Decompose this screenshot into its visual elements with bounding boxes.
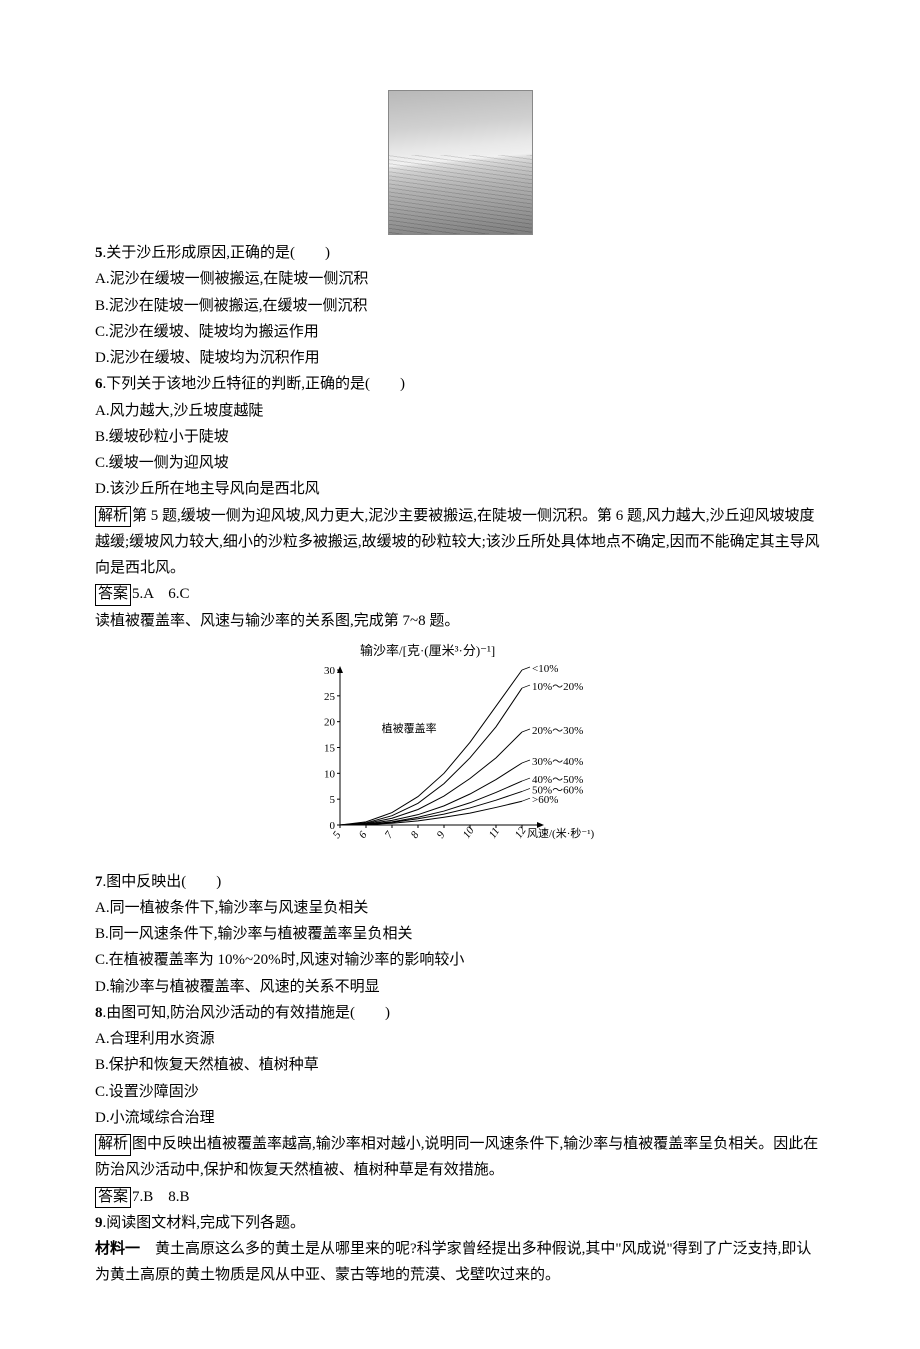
svg-text:20: 20 [324, 716, 336, 728]
exp56: 解析第 5 题,缓坡一侧为迎风坡,风力更大,泥沙主要被搬运,在陡坡一侧沉积。第 … [95, 503, 825, 582]
svg-text:10%～20%: 10%～20% [532, 681, 583, 693]
q7-opt-d: D.输沙率与植被覆盖率、风速的关系不明显 [95, 974, 825, 1000]
q8-stem: 8.由图可知,防治风沙活动的有效措施是( ) [95, 1000, 825, 1026]
svg-text:植被覆盖率: 植被覆盖率 [382, 721, 437, 735]
q6-opt-d: D.该沙丘所在地主导风向是西北风 [95, 476, 825, 502]
q5-stem: 5.关于沙丘形成原因,正确的是( ) [95, 240, 825, 266]
mat1-label: 材料一 [95, 1241, 140, 1257]
ans56-label: 答案 [95, 584, 131, 606]
q5-opt-c: C.泥沙在缓坡、陡坡均为搬运作用 [95, 319, 825, 345]
mat1-text: 黄土高原这么多的黄土是从哪里来的呢?科学家曾经提出多种假说,其中"风成说"得到了… [95, 1241, 811, 1283]
q9-num: 9 [95, 1215, 103, 1231]
svg-text:>60%: >60% [532, 794, 558, 806]
material1: 材料一 黄土高原这么多的黄土是从哪里来的呢?科学家曾经提出多种假说,其中"风成说… [95, 1236, 825, 1289]
exp78: 解析图中反映出植被覆盖率越高,输沙率相对越小,说明同一风速条件下,输沙率与植被覆… [95, 1131, 825, 1184]
svg-text:30: 30 [324, 665, 336, 677]
q5-opt-a: A.泥沙在缓坡一侧被搬运,在陡坡一侧沉积 [95, 266, 825, 292]
chart-y-label: 输沙率/[克·(厘米³·分)⁻¹] [360, 640, 625, 663]
q7-num: 7 [95, 874, 103, 890]
svg-text:15: 15 [324, 742, 336, 754]
q5-opt-d: D.泥沙在缓坡、陡坡均为沉积作用 [95, 345, 825, 371]
ans56-text: 5.A 6.C [132, 586, 190, 602]
svg-text:8: 8 [409, 828, 422, 840]
q8-opt-b: B.保护和恢复天然植被、植树种草 [95, 1052, 825, 1078]
exp78-text: 图中反映出植被覆盖率越高,输沙率相对越小,说明同一风速条件下,输沙率与植被覆盖率… [95, 1136, 818, 1178]
q6-stem: 6.下列关于该地沙丘特征的判断,正确的是( ) [95, 371, 825, 397]
q6-opt-a: A.风力越大,沙丘坡度越陡 [95, 398, 825, 424]
q8-opt-a: A.合理利用水资源 [95, 1026, 825, 1052]
q5-stem-text: .关于沙丘形成原因,正确的是( ) [103, 245, 331, 261]
svg-text:风速/(米·秒⁻¹): 风速/(米·秒⁻¹) [527, 826, 594, 840]
q6-opt-b: B.缓坡砂粒小于陡坡 [95, 424, 825, 450]
svg-text:5: 5 [331, 828, 344, 840]
svg-text:11: 11 [487, 825, 503, 840]
q9-stem-text: .阅读图文材料,完成下列各题。 [103, 1215, 306, 1231]
exp56-text: 第 5 题,缓坡一侧为迎风坡,风力更大,泥沙主要被搬运,在陡坡一侧沉积。第 6 … [95, 508, 820, 577]
q6-stem-text: .下列关于该地沙丘特征的判断,正确的是( ) [103, 376, 406, 392]
ans78: 答案7.B 8.B [95, 1184, 825, 1210]
svg-text:7: 7 [383, 828, 396, 840]
svg-text:9: 9 [435, 828, 448, 840]
svg-text:<10%: <10% [532, 665, 558, 675]
q6-num: 6 [95, 376, 103, 392]
svg-text:6: 6 [357, 828, 370, 840]
svg-text:30%～40%: 30%～40% [532, 756, 583, 768]
q8-opt-d: D.小流域综合治理 [95, 1105, 825, 1131]
sand-chart: 05101520253056789101112风速/(米·秒⁻¹)植被覆盖率<1… [295, 665, 625, 865]
exp78-label: 解析 [95, 1134, 131, 1156]
q6-opt-c: C.缓坡一侧为迎风坡 [95, 450, 825, 476]
q8-opt-c: C.设置沙障固沙 [95, 1079, 825, 1105]
q9-stem: 9.阅读图文材料,完成下列各题。 [95, 1210, 825, 1236]
q8-stem-text: .由图可知,防治风沙活动的有效措施是( ) [103, 1005, 391, 1021]
q5-opt-b: B.泥沙在陡坡一侧被搬运,在缓坡一侧沉积 [95, 293, 825, 319]
svg-text:10: 10 [324, 768, 336, 780]
q7-opt-b: B.同一风速条件下,输沙率与植被覆盖率呈负相关 [95, 921, 825, 947]
svg-text:25: 25 [324, 690, 336, 702]
q7-stem: 7.图中反映出( ) [95, 869, 825, 895]
q5-num: 5 [95, 245, 103, 261]
ans56: 答案5.A 6.C [95, 581, 825, 607]
q7-opt-c: C.在植被覆盖率为 10%~20%时,风速对输沙率的影响较小 [95, 947, 825, 973]
svg-text:20%～30%: 20%～30% [532, 725, 583, 737]
intro78: 读植被覆盖率、风速与输沙率的关系图,完成第 7~8 题。 [95, 608, 825, 634]
chart-wrap: 输沙率/[克·(厘米³·分)⁻¹] 0510152025305678910111… [95, 638, 825, 865]
ans78-label: 答案 [95, 1187, 131, 1209]
svg-text:5: 5 [330, 794, 336, 806]
q8-num: 8 [95, 1005, 103, 1021]
q7-stem-text: .图中反映出( ) [103, 874, 222, 890]
ans78-text: 7.B 8.B [132, 1189, 190, 1205]
q7-opt-a: A.同一植被条件下,输沙率与风速呈负相关 [95, 895, 825, 921]
exp56-label: 解析 [95, 506, 131, 528]
dune-photo [388, 90, 533, 235]
svg-text:10: 10 [461, 824, 477, 840]
